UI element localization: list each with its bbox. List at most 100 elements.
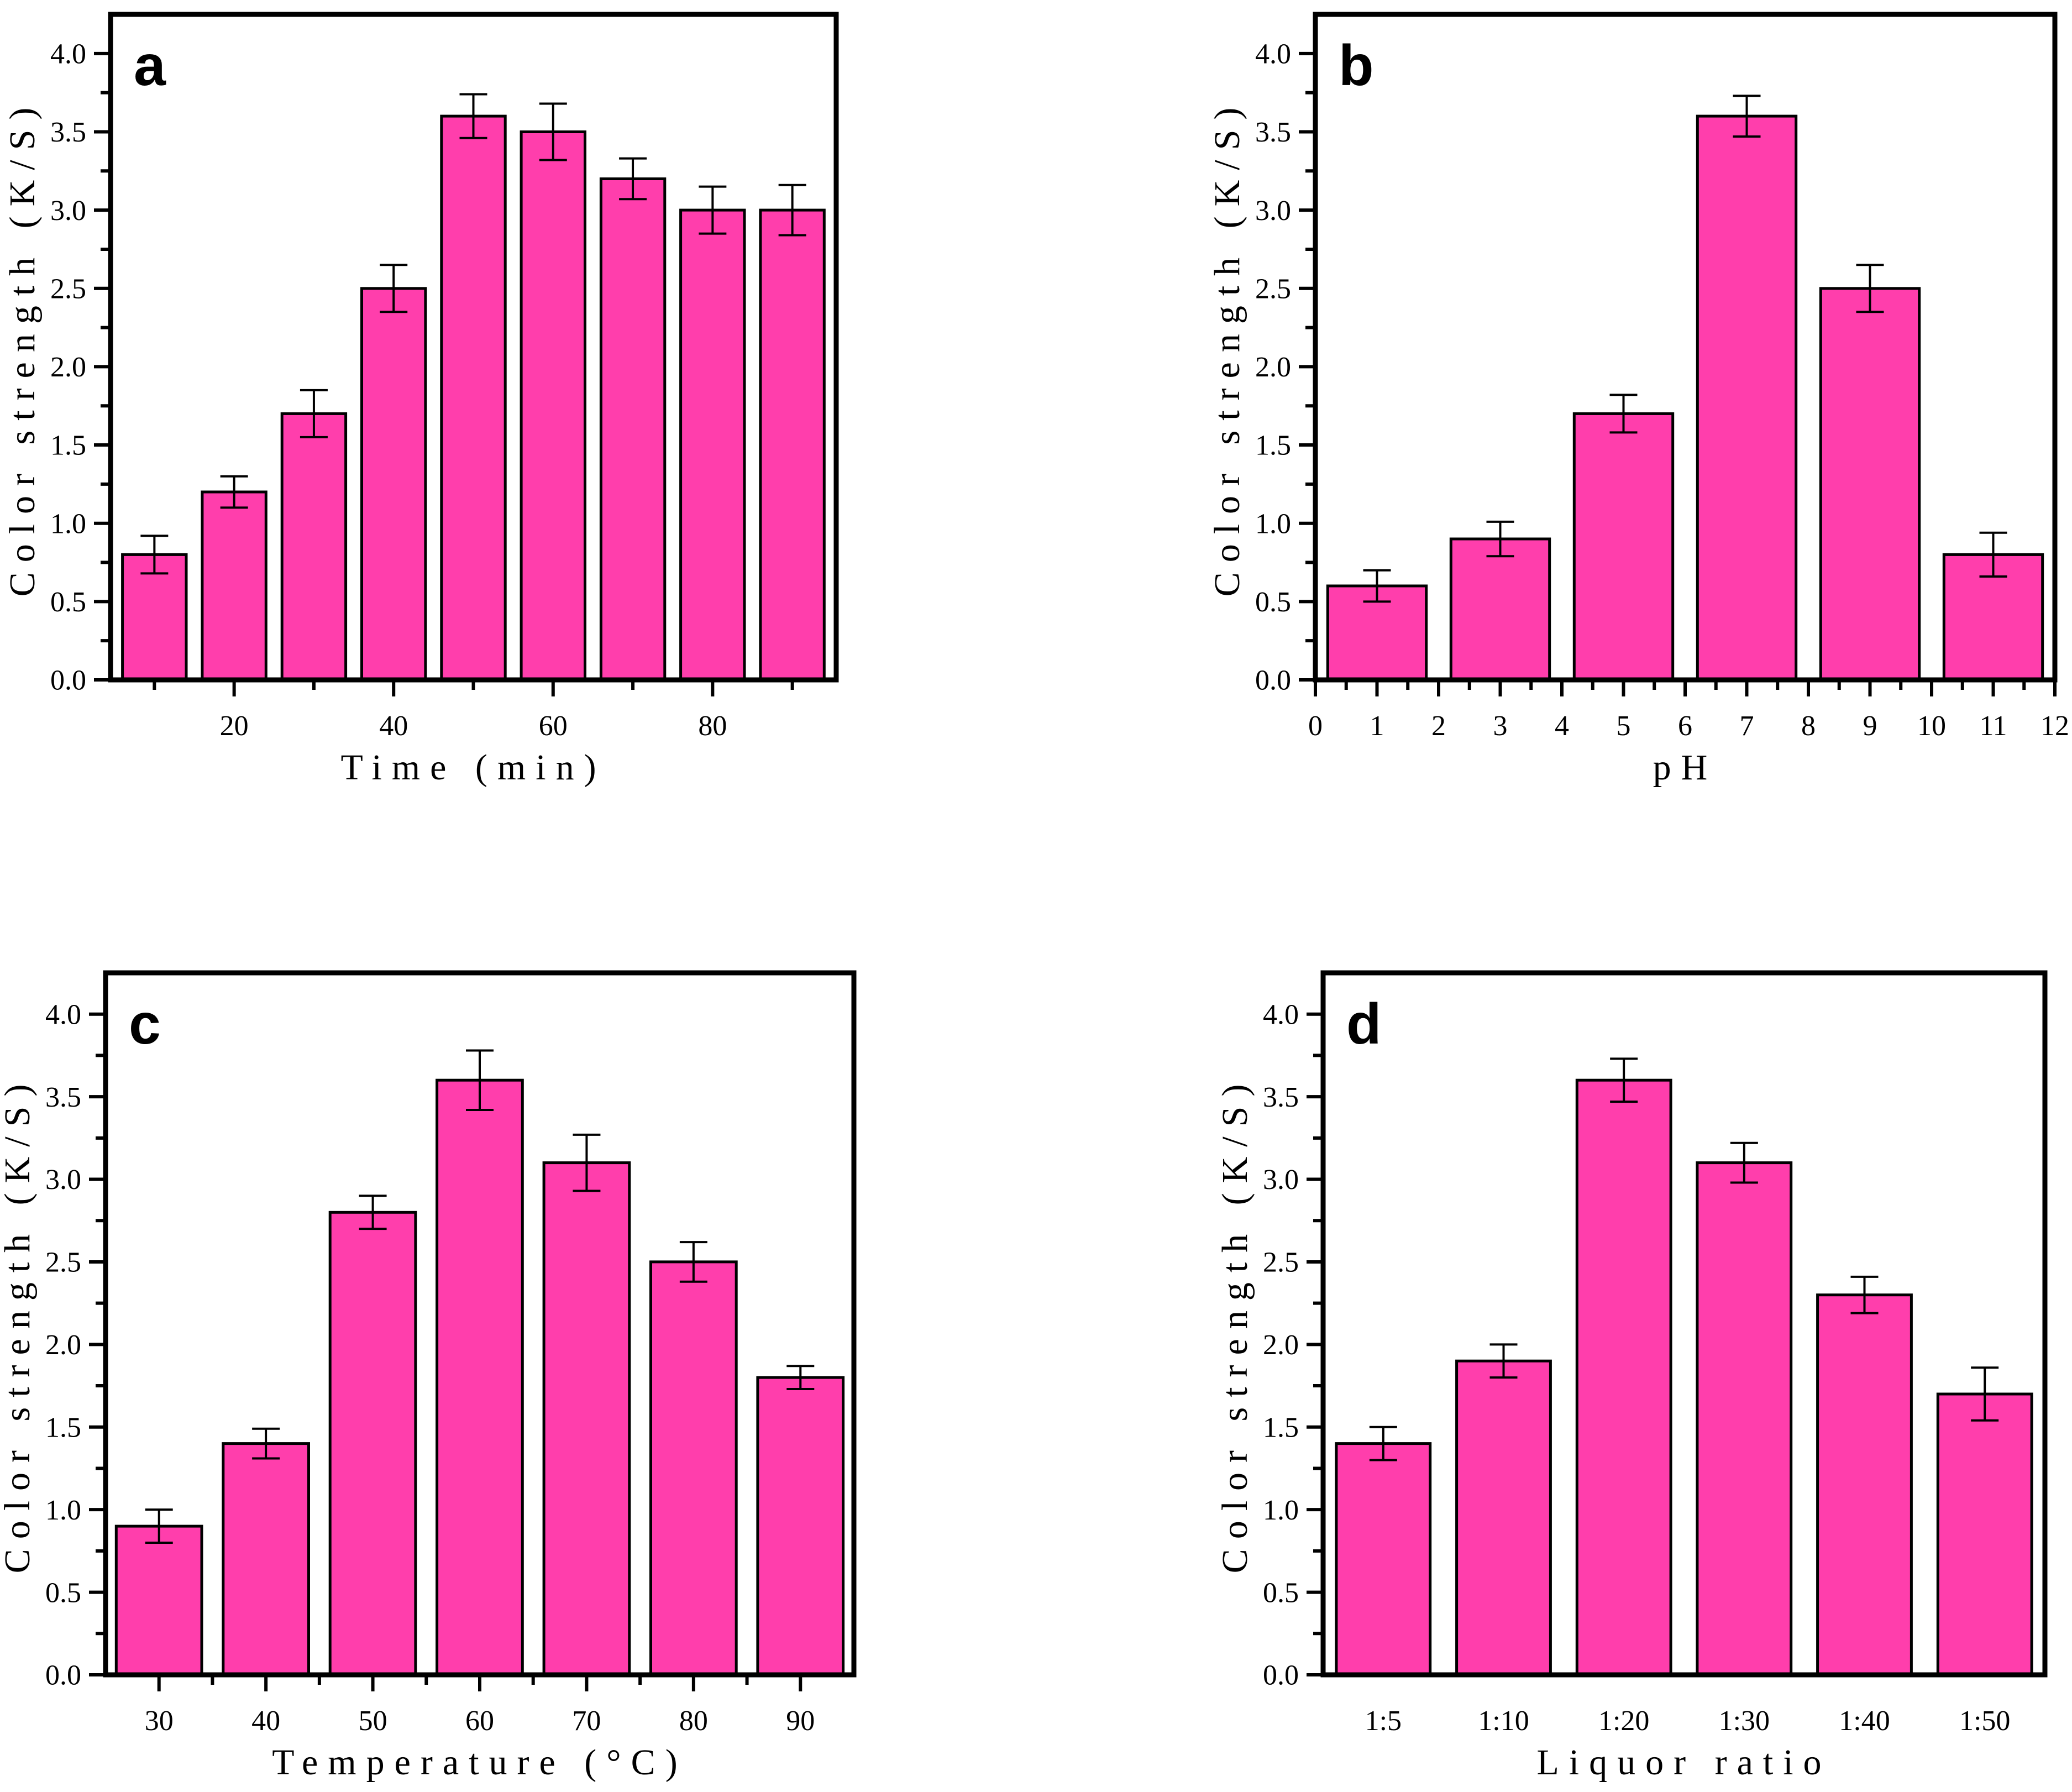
y-axis-title: Color strength (K/S) (0, 1075, 38, 1574)
svg-text:1.0: 1.0 (1255, 508, 1291, 539)
svg-text:4.0: 4.0 (1263, 999, 1299, 1030)
svg-text:2.0: 2.0 (1263, 1329, 1299, 1361)
svg-text:1:5: 1:5 (1365, 1705, 1402, 1737)
x-axis-title: pH (1653, 747, 1718, 788)
panel-letter: a (134, 34, 166, 98)
x-axis-title: Liquor ratio (1536, 1742, 1831, 1783)
svg-text:1:20: 1:20 (1598, 1705, 1649, 1737)
svg-text:0.0: 0.0 (50, 665, 86, 696)
svg-text:3.0: 3.0 (50, 195, 86, 227)
svg-text:1.0: 1.0 (45, 1495, 81, 1526)
bar (1575, 1078, 1672, 1676)
bar (328, 1211, 417, 1676)
svg-text:4.0: 4.0 (45, 999, 81, 1030)
svg-text:11: 11 (1979, 710, 2007, 742)
svg-text:3.5: 3.5 (1255, 117, 1291, 148)
y-axis-title: Color strength (K/S) (2, 98, 43, 597)
svg-text:1.0: 1.0 (1263, 1495, 1299, 1526)
svg-text:4.0: 4.0 (50, 39, 86, 70)
svg-text:80: 80 (679, 1705, 708, 1737)
svg-text:1.5: 1.5 (1263, 1412, 1299, 1443)
y-axis-title: Color strength (K/S) (1215, 1075, 1255, 1574)
svg-text:1.5: 1.5 (45, 1412, 81, 1443)
bar (121, 553, 188, 682)
svg-text:7: 7 (1740, 710, 1754, 742)
bar (114, 1524, 203, 1676)
svg-text:5: 5 (1617, 710, 1631, 742)
svg-text:8: 8 (1801, 710, 1816, 742)
panel-letter: d (1346, 992, 1382, 1056)
svg-text:1:50: 1:50 (1959, 1705, 2010, 1737)
bar (360, 287, 427, 682)
svg-text:60: 60 (539, 710, 568, 742)
svg-text:40: 40 (251, 1705, 280, 1737)
svg-text:10: 10 (1917, 710, 1946, 742)
svg-text:0: 0 (1308, 710, 1323, 742)
svg-text:12: 12 (2040, 710, 2069, 742)
bar (436, 1078, 524, 1676)
bar (1819, 287, 1921, 682)
svg-text:3.0: 3.0 (1263, 1164, 1299, 1196)
svg-text:80: 80 (698, 710, 727, 742)
bar (1449, 537, 1551, 682)
svg-text:2.5: 2.5 (50, 273, 86, 305)
bar (1335, 1442, 1432, 1676)
svg-text:2.5: 2.5 (1263, 1247, 1299, 1278)
svg-text:4.0: 4.0 (1255, 39, 1291, 70)
svg-text:2: 2 (1431, 710, 1446, 742)
panel-letter: b (1339, 34, 1374, 98)
svg-text:50: 50 (359, 1705, 387, 1737)
svg-text:30: 30 (145, 1705, 174, 1737)
svg-text:1.0: 1.0 (50, 508, 86, 539)
svg-text:1.5: 1.5 (50, 430, 86, 462)
svg-text:0.0: 0.0 (45, 1660, 81, 1691)
svg-text:2.5: 2.5 (1255, 273, 1291, 305)
svg-text:0.5: 0.5 (1263, 1577, 1299, 1608)
svg-text:0.5: 0.5 (1255, 586, 1291, 618)
svg-text:3.5: 3.5 (45, 1082, 81, 1113)
bar (520, 130, 586, 682)
svg-text:0.0: 0.0 (1263, 1660, 1299, 1691)
svg-text:70: 70 (572, 1705, 601, 1737)
svg-text:9: 9 (1863, 710, 1877, 742)
svg-text:90: 90 (786, 1705, 815, 1737)
bar (280, 412, 348, 682)
svg-text:1:40: 1:40 (1839, 1705, 1890, 1737)
plot-frame (1320, 970, 2048, 1678)
svg-text:0.5: 0.5 (45, 1577, 81, 1608)
svg-text:1:30: 1:30 (1719, 1705, 1770, 1737)
y-axis-title: Color strength (K/S) (1207, 98, 1247, 597)
bar (542, 1161, 631, 1676)
x-axis-title: Time (min) (340, 747, 606, 788)
panel-a-chart: 0.0 0.5 1.0 1.5 2.0 2.5 3.0 3.5 4.0 20 40 60 80 Time … (2, 12, 839, 788)
panel-b-chart: 0.00.51.01.52.02.53.03.54.00 1 2 3 4 5 6 7 8 9 10 1… (1207, 12, 2069, 788)
bar (1696, 114, 1798, 682)
svg-text:1:10: 1:10 (1478, 1705, 1529, 1737)
bar (599, 177, 667, 682)
svg-text:1: 1 (1370, 710, 1384, 742)
bar (440, 114, 507, 682)
bar (756, 1376, 845, 1676)
bar (679, 208, 746, 682)
bar (1696, 1161, 1793, 1676)
bar (1572, 412, 1675, 682)
bar (759, 208, 826, 682)
svg-text:60: 60 (465, 1705, 494, 1737)
svg-text:2.0: 2.0 (50, 352, 86, 383)
svg-text:3.0: 3.0 (45, 1164, 81, 1196)
svg-text:4: 4 (1555, 710, 1569, 742)
bar (1455, 1359, 1552, 1676)
panel-d-chart: 0.0 0.5 1.0 1.5 2.0 2.5 3.0 3.5 4.0 1:5 1:10 1:20 1:… (1215, 970, 2048, 1783)
svg-text:0.5: 0.5 (50, 586, 86, 618)
bar (1936, 1392, 2033, 1676)
svg-text:2.0: 2.0 (1255, 352, 1291, 383)
x-axis-title: Temperature (°C) (272, 1742, 687, 1783)
bar (1816, 1293, 1913, 1676)
svg-text:20: 20 (220, 710, 249, 742)
bar (201, 490, 267, 682)
panel-c-chart: 0.0 0.5 1.0 1.5 2.0 2.5 3.0 3.5 4.0 30 40 50 60 70 80 9… (0, 970, 857, 1783)
bar (222, 1442, 310, 1676)
bar (649, 1260, 738, 1676)
svg-text:3.0: 3.0 (1255, 195, 1291, 227)
